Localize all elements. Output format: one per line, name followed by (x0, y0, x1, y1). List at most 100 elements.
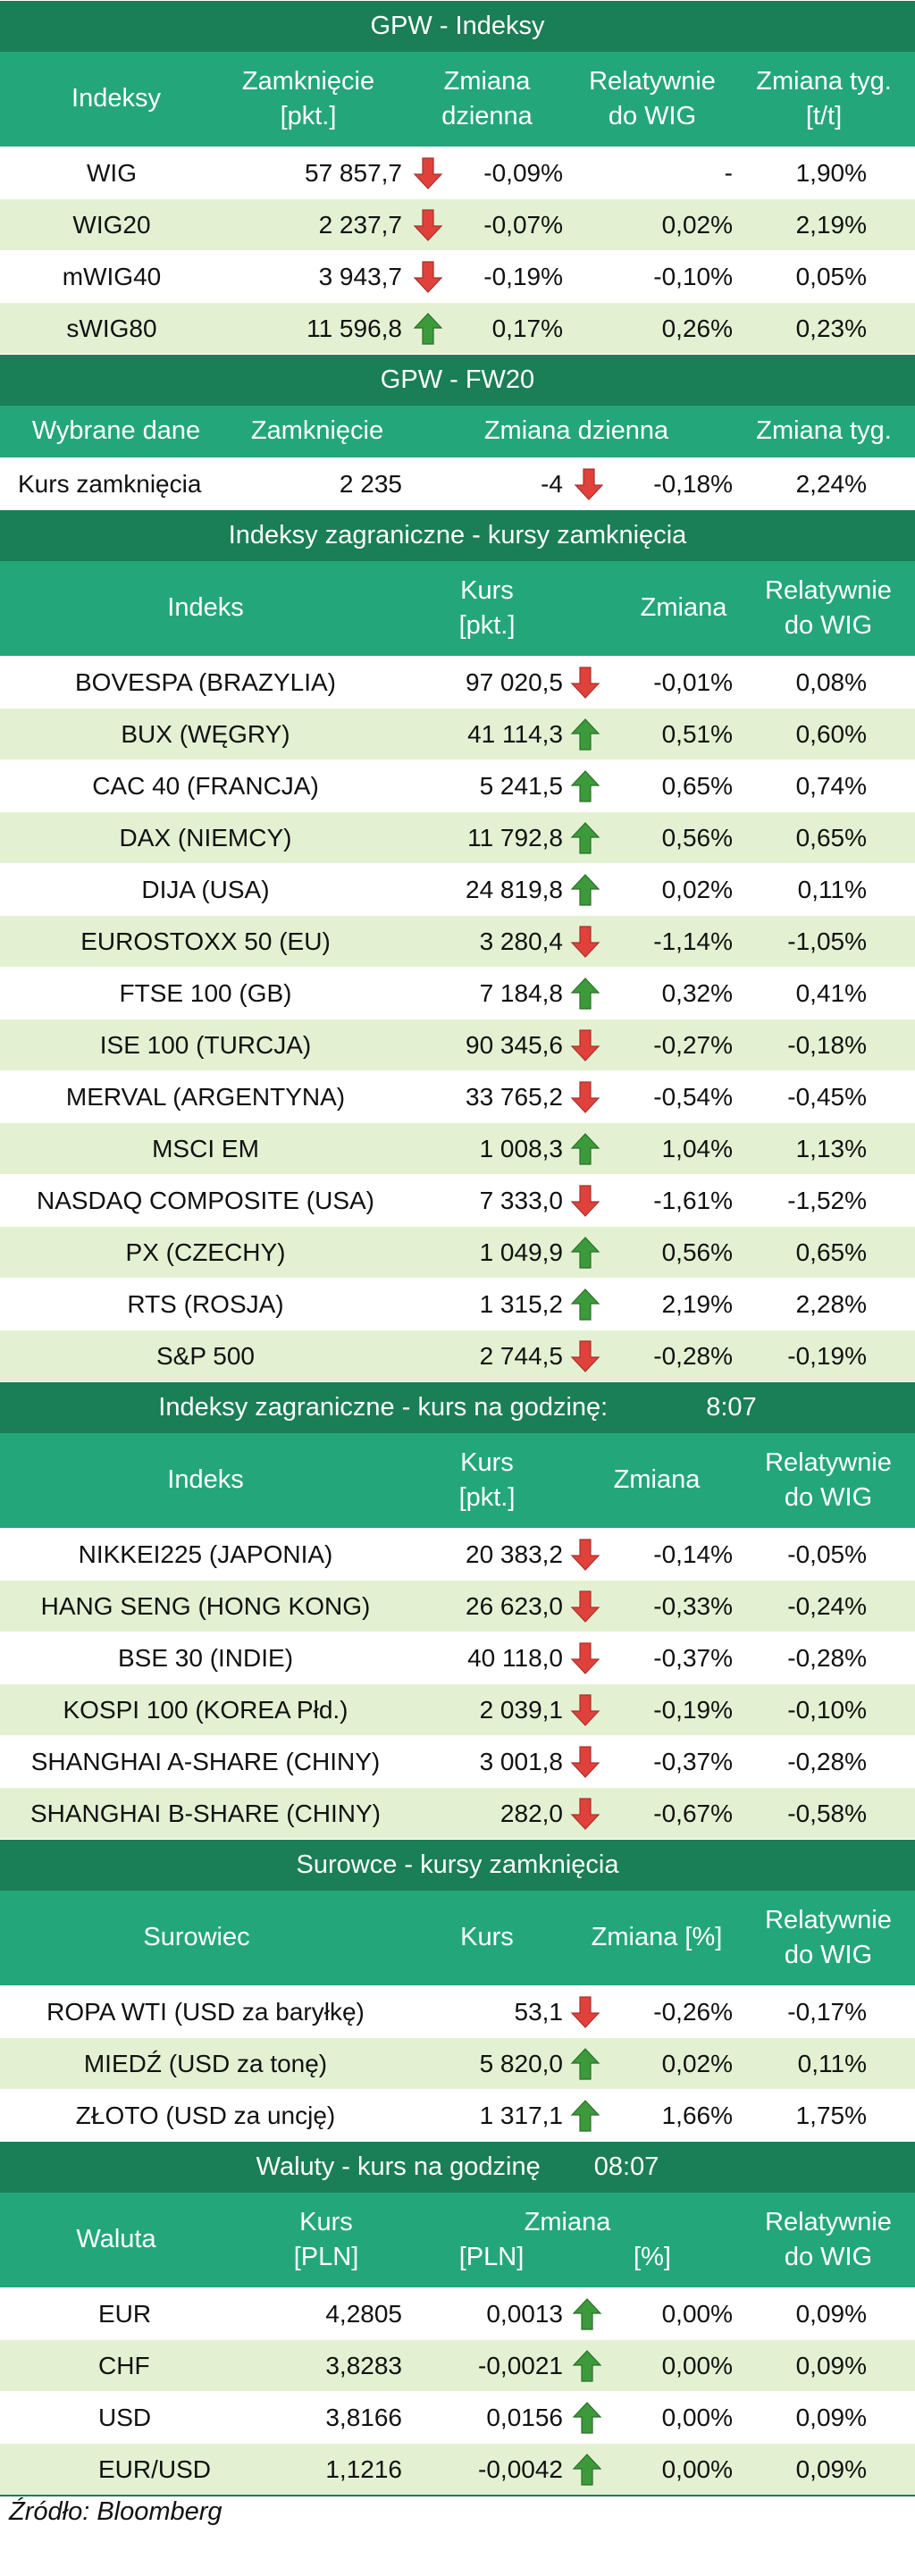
arrow-down-icon (570, 666, 600, 700)
commodity-change: 1,66% (661, 2101, 733, 2129)
arrow-up-icon (570, 2047, 600, 2081)
weekly-change: 0,23% (795, 314, 867, 342)
index-name: PX (CZECHY) (125, 1238, 286, 1266)
fw20-row-points: -4 (541, 469, 563, 498)
commodity-value: 53,1 (514, 1997, 564, 2026)
commodity-name: MIEDŹ (USD za tonę) (83, 2049, 328, 2077)
fh-col-index-label: Indeks (167, 1465, 244, 1495)
index-name: EUROSTOXX 50 (EU) (80, 927, 331, 955)
col-close-unit: [pkt.] (280, 102, 337, 130)
foreign-hour-time: 8:07 (706, 1393, 757, 1422)
fw20-col-weekly: Zmiana tyg. (733, 406, 915, 457)
relative-to-wig: 0,65% (795, 1238, 867, 1266)
index-name: BUX (WĘGRY) (121, 719, 290, 748)
cm-col-value: Kurs (420, 1891, 554, 1985)
cu-col-value: Kurs [PLN] (259, 2193, 393, 2287)
fh-col-change-label: Zmiana (613, 1465, 701, 1495)
close-value: 3 943,7 (318, 262, 402, 290)
index-row: MSCI EM 1 008,3 1,04% 1,13% (0, 1122, 915, 1174)
index-row: BOVESPA (BRAZYLIA) 97 020,5 -0,01% 0,08% (0, 656, 915, 708)
index-row: KOSPI 100 (KOREA Płd.) 2 039,1 -0,19% -0,10… (0, 1683, 915, 1735)
cu-col-value-unit: [PLN] (293, 2243, 359, 2271)
cm-col-commodity: Surowiec (0, 1891, 393, 1985)
foreign-hour-title-text: Indeksy zagraniczne - kurs na godzinę: (158, 1393, 609, 1422)
relative-to-wig: - (724, 158, 733, 187)
currency-value: 1,1216 (325, 2454, 402, 2483)
relative-to-wig: 0,65% (795, 823, 867, 852)
foreign-close-title-text: Indeksy zagraniczne - kursy zamknięcia (228, 521, 687, 550)
cm-col-commodity-label: Surowiec (143, 1923, 250, 1952)
arrow-up-icon (570, 977, 600, 1011)
index-row: sWIG80 11 596,8 0,17% 0,26% 0,23% (0, 302, 915, 354)
relative-to-wig: -0,10% (653, 262, 733, 290)
index-change: -0,28% (653, 1341, 733, 1370)
relative-to-wig: 0,11% (797, 2049, 867, 2077)
index-change: 0,51% (661, 719, 733, 748)
cu-col-value-label: Kurs (299, 2207, 353, 2236)
commodity-name: ROPA WTI (USD za baryłkę) (46, 1997, 365, 2026)
index-row: RTS (ROSJA) 1 315,2 2,19% 2,28% (0, 1278, 915, 1330)
col-relative-label: Relatywnie (589, 66, 716, 96)
currency-name: EUR (98, 2299, 152, 2328)
index-row: DIJA (USA) 24 819,8 0,02% 0,11% (0, 863, 915, 915)
currency-change-pct: 0,00% (661, 2299, 733, 2328)
relative-to-wig: -0,05% (787, 1540, 867, 1568)
index-row: PX (CZECHY) 1 049,9 0,56% 0,65% (0, 1226, 915, 1278)
arrow-up-icon (570, 717, 600, 751)
index-name: MERVAL (ARGENTYNA) (65, 1082, 346, 1111)
foreign-close-title: Indeksy zagraniczne - kursy zamknięcia (0, 509, 915, 561)
index-change: -1,14% (653, 927, 733, 955)
cm-col-value-label: Kurs (460, 1923, 514, 1952)
col-daily-change-label2: dzienna (441, 102, 533, 130)
index-value: 282,0 (499, 1799, 563, 1827)
col-close-label: Zamknięcie (241, 66, 375, 96)
arrow-down-icon (570, 1538, 600, 1572)
arrow-up-icon (413, 312, 443, 346)
index-name: HANG SENG (HONG KONG) (40, 1591, 371, 1620)
fc-col-value-unit: [pkt.] (458, 611, 516, 640)
relative-to-wig: -1,05% (787, 927, 867, 955)
commodity-value: 5 820,0 (479, 2049, 563, 2077)
fh-col-relative-label: Relatywnie (765, 1447, 892, 1477)
relative-to-wig: -0,18% (787, 1030, 867, 1059)
commodity-change: 0,02% (661, 2049, 733, 2077)
currency-value: 4,2805 (325, 2299, 402, 2328)
index-value: 5 241,5 (479, 771, 563, 800)
relative-to-wig: -0,19% (787, 1341, 867, 1370)
index-value: 24 819,8 (466, 875, 563, 903)
index-row: mWIG40 3 943,7 -0,19% -0,10% 0,05% (0, 250, 915, 302)
index-change: -0,37% (653, 1643, 733, 1672)
currency-row: EUR 4,2805 0,0013 0,00% 0,09% (0, 2287, 915, 2339)
cm-col-relative-label: Relatywnie (765, 1905, 892, 1934)
index-change: 2,19% (661, 1289, 733, 1318)
index-name: S&P 500 (155, 1341, 256, 1370)
fw20-col-weekly-label: Zmiana tyg. (756, 416, 892, 446)
currency-name: EUR/USD (98, 2454, 212, 2483)
currency-change-pln: -0,0042 (478, 2454, 563, 2483)
index-row: FTSE 100 (GB) 7 184,8 0,32% 0,41% (0, 967, 915, 1019)
index-name: NIKKEI225 (JAPONIA) (78, 1540, 333, 1568)
index-row: DAX (NIEMCY) 11 792,8 0,56% 0,65% (0, 811, 915, 863)
commodity-row: MIEDŹ (USD za tonę) 5 820,0 0,02% 0,11% (0, 2037, 915, 2089)
index-change: 0,56% (661, 1238, 733, 1266)
index-row: HANG SENG (HONG KONG) 26 623,0 -0,33% -0,24… (0, 1580, 915, 1632)
index-row: NASDAQ COMPOSITE (USA) 7 333,0 -1,61% -1,52… (0, 1174, 915, 1226)
cm-col-relative-label2: do WIG (784, 1941, 873, 1969)
index-name: CAC 40 (FRANCJA) (92, 771, 319, 800)
relative-to-wig: 0,09% (795, 2454, 867, 2483)
index-value: 1 008,3 (479, 1134, 563, 1162)
arrow-down-icon (570, 1590, 600, 1624)
arrow-down-icon (570, 1745, 600, 1779)
col-close: Zamknięcie [pkt.] (232, 52, 384, 147)
index-name: WIG (87, 158, 137, 187)
daily-change: -0,09% (483, 158, 563, 187)
cm-col-relative: Relatywnie do WIG (742, 1891, 915, 1985)
fw20-row-week: 2,24% (795, 469, 867, 498)
commodities-header: Surowiec Kurs Zmiana [%] Relatywnie do WI… (0, 1891, 915, 1985)
cu-col-change: Zmiana (420, 2193, 715, 2287)
commodity-name: ZŁOTO (USD za uncję) (75, 2101, 336, 2129)
daily-change: -0,19% (483, 262, 563, 290)
gpw-indices-title-text: GPW - Indeksy (370, 12, 545, 40)
currencies-time: 08:07 (593, 2152, 659, 2181)
col-weekly-change: Zmiana tyg. [t/t] (733, 52, 915, 147)
